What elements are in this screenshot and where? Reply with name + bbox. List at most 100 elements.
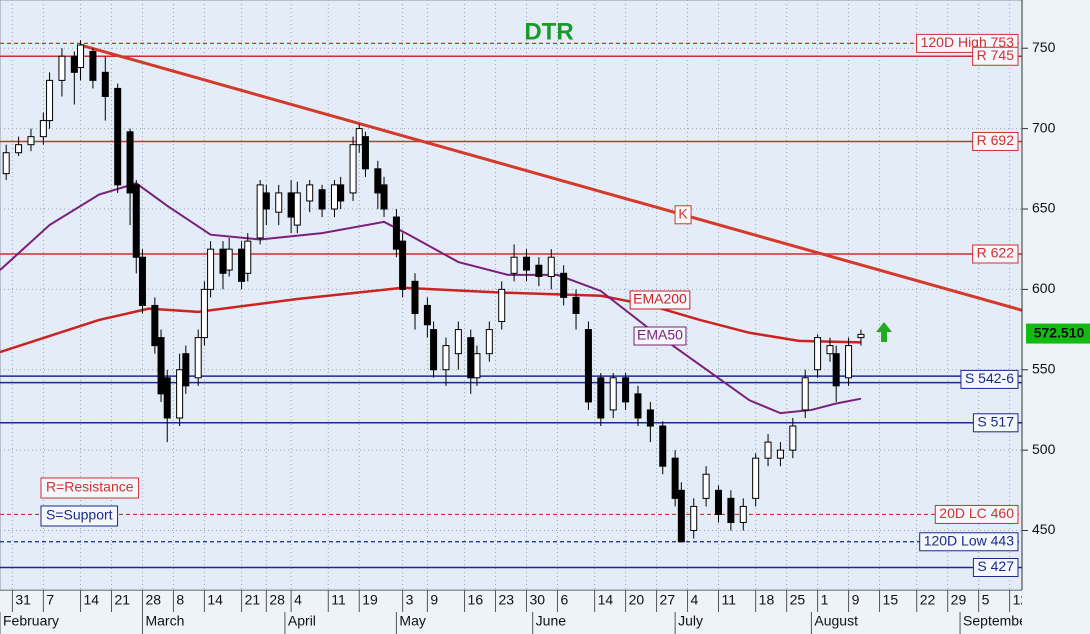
y-tick-label: 550 [1032,360,1056,376]
ma-label-box [633,326,687,346]
candle-body [671,457,679,499]
candle-body [646,409,654,427]
up-arrow [876,322,892,342]
candle-body [89,50,97,81]
month-label: June [536,613,567,629]
candle-body [547,256,555,278]
candle-body [857,333,865,339]
candle-body [634,393,642,419]
month-label: May [399,613,425,629]
candle-body [485,329,493,355]
x-tick-label: 21 [114,592,130,608]
candle-body [157,337,165,395]
candle-body [15,144,23,154]
candle-body [77,44,85,69]
candle-body [622,377,630,403]
candle-body [361,136,369,170]
y-tick-label: 650 [1032,200,1056,216]
level-label-box [934,504,1019,524]
x-tick-label: 11 [331,592,346,608]
x-tick-label: 9 [852,592,860,608]
month-label: April [288,613,316,629]
candle-body [151,304,159,347]
candle-body [132,184,140,258]
candle-body [27,136,35,146]
x-tick-label: 14 [598,592,614,608]
x-tick-label: 15 [883,592,899,608]
candle-body [572,296,580,314]
month-label: September [963,613,1032,629]
candle-body [306,184,314,202]
legend-box [40,477,140,499]
candle-body [380,184,388,210]
candle-body [473,353,481,379]
trendline-label: K [678,205,688,221]
candle-body [423,304,431,326]
candle-body [182,353,190,387]
candle-body [194,337,202,379]
legend-box [40,505,119,527]
trendline [80,43,1022,312]
candle-body [677,489,685,543]
candle-body [510,256,518,274]
candle-body [584,329,592,403]
candle-body [114,87,122,186]
level-label-box [972,413,1019,433]
candle-body [238,248,246,282]
level-label: 20D LC 460 [939,505,1014,521]
candle-body [826,345,834,355]
x-tick-label: 1 [821,592,829,608]
x-tick-label: 7 [46,592,54,608]
candle-body [392,216,400,250]
candle-body [467,337,475,379]
candle-body [2,152,10,175]
y-tick-label: 750 [1032,39,1056,55]
candle-body [498,288,506,323]
level-label: S 542-6 [965,370,1014,386]
x-tick-label: 30 [529,592,545,608]
y-tick-label: 600 [1032,280,1056,296]
candle-body [70,55,78,73]
candle-body [374,168,382,194]
level-label: S 427 [977,558,1014,574]
candle-body [355,128,363,146]
candle-body [318,189,326,210]
x-tick-label: 3 [406,592,414,608]
candle-body [200,288,208,339]
candle-body [522,256,530,271]
candle-body [58,55,66,81]
x-tick-label: 29 [951,592,967,608]
y-axis: 450 500 550 600 650 700 750 572.510 [1021,0,1090,590]
x-tick-label: 27 [660,592,676,608]
x-axis: 31 7 14 21 28 8 14 21 28 4 11 19 3 9 16 23 30 6 14 20 27 4 11 1… [0,590,1032,634]
x-tick-label: 21 [245,592,261,608]
candle-body [293,192,301,226]
candle-body [752,457,760,499]
level-label-box [960,369,1019,389]
candle-body [801,377,809,411]
candle-body [176,369,184,419]
x-tick-label: 14 [207,592,223,608]
level-label: R 622 [977,245,1015,261]
plot-area [0,0,1023,591]
x-tick-label: 4 [294,592,302,608]
ma-label: EMA200 [633,291,687,307]
y-tick-label: 450 [1032,521,1056,537]
x-tick-label: 8 [176,592,184,608]
candle-body [207,248,215,290]
legend-label: S=Support [46,507,113,523]
candle-body [832,353,840,387]
x-tick-label: 31 [15,592,31,608]
x-tick-label: 12 [1013,592,1029,608]
x-tick-label: 20 [629,592,645,608]
level-label: R 692 [977,132,1015,148]
candle-body [244,240,252,274]
candle-body [287,192,295,218]
candle-body [411,280,419,314]
candle-body [219,248,227,274]
x-tick-label: 19 [362,592,378,608]
candle-body [399,240,407,290]
x-tick-label: 11 [721,592,736,608]
